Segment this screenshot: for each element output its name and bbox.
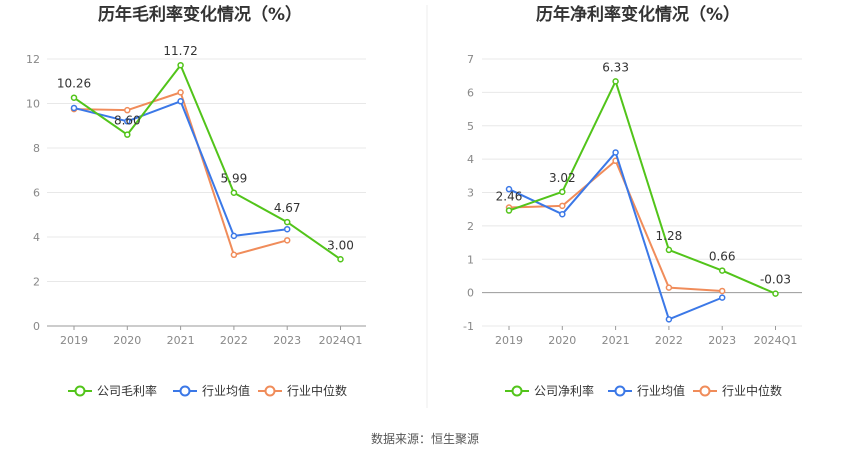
chart1-series-point-0 (337, 256, 344, 263)
chart1-series-line-1 (73, 100, 288, 237)
data-source-text: 数据来源：恒生聚源 (371, 431, 479, 446)
chart2-series-point-1 (612, 149, 619, 156)
chart1-y-tick-label: 2 (33, 276, 40, 289)
chart2-y-tick-label: 6 (467, 86, 474, 99)
chart2-legend-label: 行业中位数 (722, 383, 782, 398)
chart2-x-tick-label: 2019 (495, 334, 523, 347)
chart2-y-tick-label: 3 (467, 187, 474, 200)
chart1-series-point-2 (177, 89, 184, 96)
chart2-series-point-2 (718, 287, 726, 295)
chart2-series-point-1 (665, 316, 673, 323)
chart1-y-tick-label: 12 (26, 53, 40, 66)
chart1-series-point-1 (124, 118, 131, 125)
chart1-legend-marker (179, 385, 191, 397)
chart1-y-tick-label: 0 (33, 320, 40, 333)
chart1-data-label: 10.26 (57, 77, 91, 91)
chart2-series-line-0 (508, 80, 776, 295)
chart1-legend-label: 行业均值 (202, 383, 250, 398)
chart2-series-point-0 (612, 78, 619, 85)
chart1-legend-marker (74, 385, 86, 397)
chart2-data-label: 6.33 (602, 60, 629, 74)
chart2-x-tick-label: 2022 (655, 334, 683, 347)
chart1-data-label: 5.99 (221, 172, 248, 186)
chart1-data-label: 11.72 (163, 44, 197, 58)
chart2-data-label: 2.46 (496, 190, 523, 204)
chart2-legend-label: 行业均值 (637, 383, 685, 398)
chart1-series-point-2 (124, 106, 131, 114)
chart1-series-point-1 (230, 232, 238, 240)
chart2-data-label: 0.66 (709, 250, 736, 264)
chart1-title: 历年毛利率变化情况（%） (98, 4, 302, 25)
chart2-y-tick-label: 1 (467, 253, 474, 266)
chart1-x-tick-label: 2024Q1 (319, 334, 363, 347)
chart1-y-tick-label: 10 (26, 98, 40, 111)
chart1-data-label: 3.00 (327, 238, 354, 252)
chart2-series-point-0 (665, 246, 673, 254)
chart1-x-tick-label: 2019 (60, 334, 88, 347)
chart2-series-point-1 (559, 210, 566, 218)
chart1-legend-label: 行业中位数 (287, 383, 347, 398)
chart2-data-label: -0.03 (760, 273, 791, 287)
chart2-y-tick-label: 5 (467, 120, 474, 133)
chart1-series-point-0 (70, 94, 78, 101)
chart2-legend-label: 公司净利率 (534, 383, 594, 398)
chart2-data-label: 1.28 (656, 229, 683, 243)
chart1-series-point-0 (124, 131, 131, 138)
chart1-series-line-0 (73, 64, 342, 261)
chart1-x-tick-label: 2020 (113, 334, 141, 347)
chart1-x-tick-label: 2022 (220, 334, 248, 347)
chart2-series-point-0 (505, 207, 513, 214)
chart2-series-line-1 (508, 151, 723, 321)
chart1-group: 历年毛利率变化情况（%） 0 2 4 6 8 10 12 2019 2020 2021 2022 202… (26, 4, 366, 398)
chart2-title: 历年净利率变化情况（%） (536, 4, 740, 25)
chart2-series-point-0 (772, 290, 779, 297)
chart1-y-tick-label: 4 (33, 231, 40, 244)
chart1-series-point-0 (283, 218, 291, 226)
chart1-x-tick-label: 2023 (273, 334, 301, 347)
chart2-y-tick-label: 0 (467, 287, 474, 300)
chart1-legend-marker (264, 385, 276, 397)
chart1-series-point-1 (177, 98, 184, 105)
chart1-y-tick-label: 8 (33, 142, 40, 155)
chart1-series-point-0 (230, 189, 238, 196)
chart1-data-label: 4.67 (274, 201, 301, 215)
chart2-series-point-0 (559, 188, 566, 196)
chart2-x-tick-label: 2024Q1 (754, 334, 798, 347)
chart1-x-tick-label: 2021 (167, 334, 195, 347)
chart2-y-tick-label: 4 (467, 153, 474, 166)
chart2-series-point-1 (718, 294, 726, 301)
chart1-series-point-0 (177, 61, 184, 69)
chart2-legend-marker (614, 385, 626, 397)
chart2-legend-marker (699, 385, 711, 397)
chart2-y-tick-label: -1 (463, 320, 474, 333)
chart2-x-tick-label: 2023 (708, 334, 736, 347)
chart1-series-point-2 (283, 237, 291, 244)
chart2-y-tick-label: 2 (467, 220, 474, 233)
chart1-y-tick-label: 6 (33, 187, 40, 200)
chart2-legend-marker (511, 385, 523, 397)
chart1-legend-label: 公司毛利率 (97, 383, 157, 398)
chart2-x-tick-label: 2021 (602, 334, 630, 347)
chart2-group: 历年净利率变化情况（%） -1 0 1 2 3 4 5 6 7 2019 2020 2021 2022 20… (463, 4, 802, 398)
chart1-series-point-1 (70, 104, 78, 112)
chart1-series-point-1 (283, 225, 291, 233)
chart2-series-point-1 (505, 185, 513, 193)
chart2-data-label: 3.02 (549, 171, 576, 185)
chart1-series-point-2 (230, 251, 238, 259)
chart2-y-tick-label: 7 (467, 53, 474, 66)
chart2-series-point-2 (665, 284, 673, 291)
chart2-x-tick-label: 2020 (548, 334, 576, 347)
chart2-series-point-0 (718, 267, 726, 274)
chart2-series-point-2 (559, 202, 566, 210)
chart1-data-label: 8.60 (114, 114, 141, 128)
